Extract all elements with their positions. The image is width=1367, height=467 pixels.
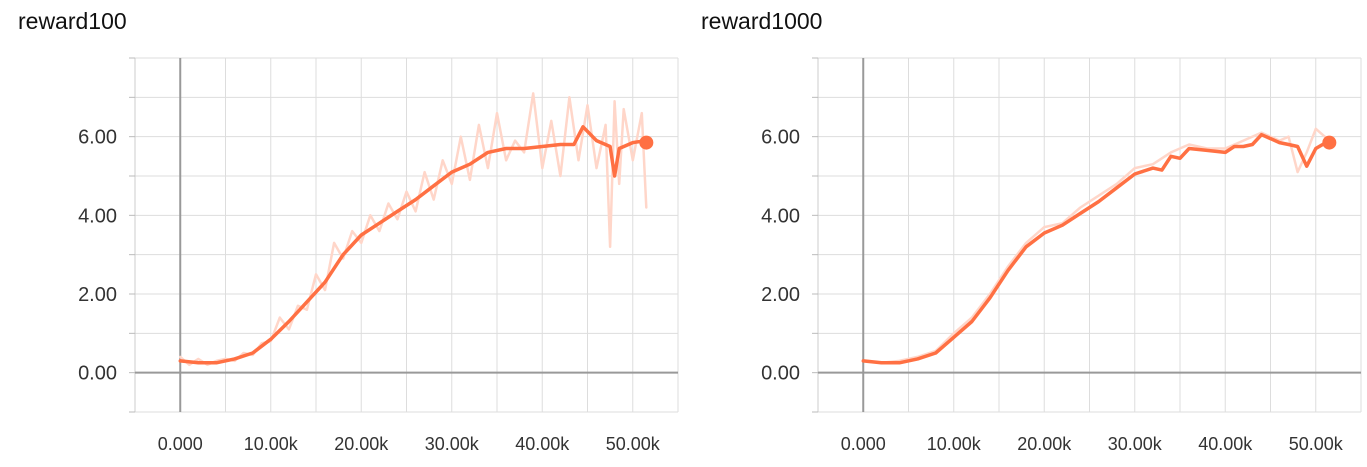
chart-title: reward1000 (701, 8, 823, 34)
x-tick-label: 20.00k (334, 434, 389, 454)
x-tick-label: 10.00k (927, 434, 982, 454)
y-tick-label: 4.00 (78, 205, 117, 227)
y-tick-label: 2.00 (78, 284, 117, 306)
grid-lines (817, 57, 1362, 413)
series-end-marker (1322, 135, 1337, 150)
x-tick-label: 30.00k (1108, 434, 1163, 454)
chart-title: reward100 (18, 8, 127, 34)
chart-panel-reward1000: reward1000 0.000 10.00k 20.00k 30.00k 40.00k… (683, 0, 1367, 467)
raw-series-line (862, 127, 1331, 365)
x-tick-label: 50.00k (1289, 434, 1344, 454)
x-tick-label: 10.00k (244, 434, 299, 454)
y-tick-label: 2.00 (761, 284, 800, 306)
x-tick-label: 0.000 (841, 434, 886, 454)
x-tick-label: 20.00k (1017, 434, 1072, 454)
y-tick-label: 0.00 (78, 363, 117, 385)
y-tick-label: 4.00 (761, 205, 800, 227)
chart-plot-reward100: 0.000 10.00k 20.00k 30.00k 40.00k 50.00k 0.00 2… (78, 57, 679, 454)
series-end-marker (639, 135, 654, 150)
x-tick-label: 50.00k (606, 434, 661, 454)
x-tick-label: 40.00k (1198, 434, 1253, 454)
smoothed-series-line (861, 132, 1332, 365)
chart-panel-reward100: reward100 0.000 10.00k 20.00k 30.00k 40.00k 5… (0, 0, 683, 467)
grid-lines (134, 57, 679, 413)
y-tick-label: 6.00 (78, 127, 117, 149)
x-tick-label: 0.000 (158, 434, 203, 454)
chart-plot-reward1000: 0.000 10.00k 20.00k 30.00k 40.00k 50.00k 0.00 2… (761, 57, 1362, 454)
y-tick-label: 0.00 (761, 363, 800, 385)
raw-series-line (179, 92, 648, 367)
y-tick-label: 6.00 (761, 127, 800, 149)
smoothed-series-line (178, 125, 649, 365)
x-tick-label: 30.00k (425, 434, 480, 454)
x-tick-label: 40.00k (515, 434, 570, 454)
